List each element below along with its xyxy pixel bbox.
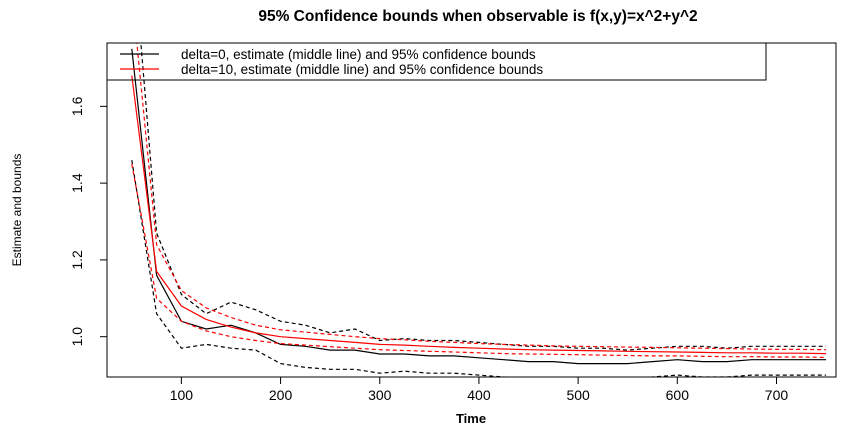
delta0-estimate-line: [131, 48, 827, 365]
legend-entry-label: delta=10, estimate (middle line) and 95%…: [181, 62, 543, 77]
series-group: [131, 43, 827, 377]
x-tick-label: 100: [170, 387, 194, 403]
y-tick-label: 1.6: [69, 96, 85, 116]
delta10-lower-bound-line: [131, 163, 827, 358]
delta0-upper-bound-line: [140, 43, 827, 351]
y-tick-label: 1.0: [69, 327, 85, 347]
delta10-upper-bound-line: [136, 43, 827, 351]
x-tick-label: 700: [765, 387, 789, 403]
x-tick-label: 200: [269, 387, 293, 403]
delta0-lower-bound-line: [131, 160, 827, 377]
legend-box: [106, 42, 767, 81]
chart-title: 95% Confidence bounds when observable is…: [258, 8, 697, 25]
x-tick-label: 600: [666, 387, 690, 403]
x-tick-label: 400: [467, 387, 491, 403]
x-axis-label: Time: [456, 411, 486, 426]
x-tick-label: 300: [368, 387, 392, 403]
legend-entry-label: delta=0, estimate (middle line) and 95% …: [181, 47, 536, 62]
y-axis-label: Estimate and bounds: [10, 154, 24, 267]
delta10-estimate-line: [131, 75, 827, 355]
y-tick-label: 1.2: [69, 250, 85, 270]
x-tick-label: 500: [566, 387, 590, 403]
legend: delta=0, estimate (middle line) and 95% …: [106, 42, 767, 81]
y-tick-label: 1.4: [69, 173, 85, 193]
